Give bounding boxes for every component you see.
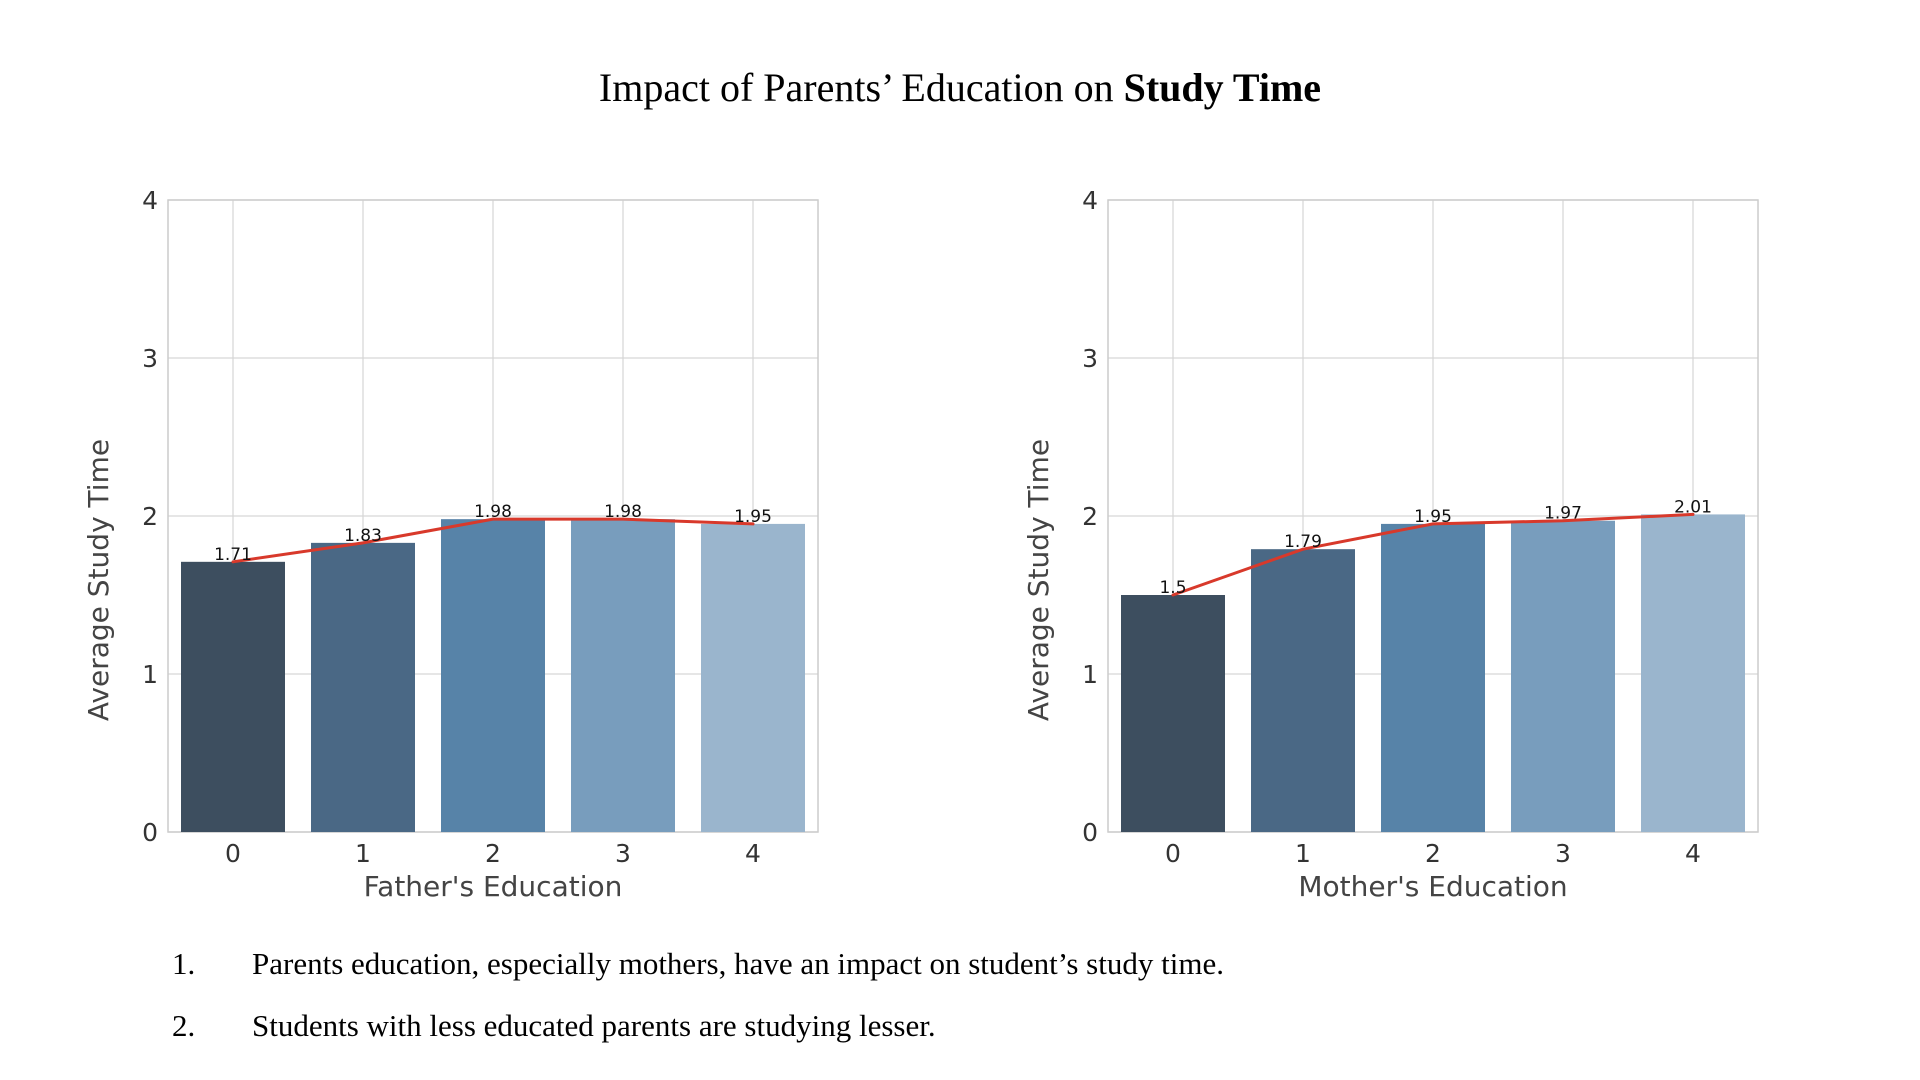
data-label: 1.95 — [734, 507, 772, 527]
x-tick-label: 0 — [1165, 839, 1181, 868]
y-tick-label: 2 — [1082, 502, 1098, 531]
data-label: 1.79 — [1284, 532, 1322, 552]
page-title: Impact of Parents’ Education on Study Ti… — [0, 58, 1920, 118]
x-axis-label: Father's Education — [364, 870, 623, 903]
y-axis-label: Average Study Time — [1022, 439, 1055, 721]
bar-1 — [311, 542, 415, 832]
bar-2 — [441, 519, 545, 832]
bar-3 — [1511, 520, 1615, 832]
y-tick-label: 0 — [1082, 818, 1098, 847]
trend-line — [231, 517, 755, 564]
x-tick-label: 1 — [355, 839, 371, 868]
bar-2 — [1381, 523, 1485, 832]
x-tick-label: 2 — [1425, 839, 1441, 868]
x-tick-label: 3 — [1555, 839, 1571, 868]
x-axis-label: Mother's Education — [1298, 870, 1567, 903]
x-tick-label: 4 — [1685, 839, 1701, 868]
data-label: 1.97 — [1544, 504, 1582, 524]
bar-0 — [1121, 595, 1225, 832]
chart-father-education: 0 1 2 3 4 1.71 1.83 1.98 1.98 1.95 0 1 2 3 4 Father's E… — [82, 186, 819, 903]
note-number: 2. — [172, 1008, 196, 1043]
chart-mother-education: 0 1 2 3 4 1.5 1.79 1.95 1.97 2.01 0 1 2 3 4 Mother's Ed… — [1022, 186, 1759, 903]
bar-1 — [1251, 549, 1355, 832]
y-tick-label: 0 — [142, 818, 158, 847]
note-text: Parents education, especially mothers, h… — [252, 946, 1224, 981]
bar-4 — [701, 523, 805, 832]
y-axis-label: Average Study Time — [82, 439, 115, 721]
note-number: 1. — [172, 946, 196, 981]
x-tick-label: 1 — [1295, 839, 1311, 868]
y-tick-label: 2 — [142, 502, 158, 531]
data-label: 1.5 — [1159, 578, 1186, 598]
y-tick-label: 4 — [1082, 186, 1098, 215]
title-bold-text: Study Time — [1123, 65, 1322, 110]
y-tick-label: 3 — [142, 344, 158, 373]
title-text: Impact of Parents’ Education on — [598, 65, 1124, 110]
data-label: 2.01 — [1674, 497, 1712, 517]
y-tick-label: 3 — [1082, 344, 1098, 373]
note-item: 2. Students with less educated parents a… — [172, 1004, 1772, 1066]
data-label: 1.83 — [344, 526, 382, 546]
data-label: 1.98 — [474, 502, 512, 522]
data-label: 1.95 — [1414, 507, 1452, 527]
x-tick-label: 0 — [225, 839, 241, 868]
data-label: 1.98 — [604, 502, 642, 522]
trend-line — [1171, 512, 1695, 597]
bar-3 — [571, 519, 675, 832]
x-tick-label: 2 — [485, 839, 501, 868]
bar-4 — [1641, 514, 1745, 832]
bar-0 — [181, 561, 285, 832]
x-tick-label: 4 — [745, 839, 761, 868]
y-tick-label: 1 — [142, 660, 158, 689]
x-tick-label: 3 — [615, 839, 631, 868]
y-tick-label: 1 — [1082, 660, 1098, 689]
y-tick-label: 4 — [142, 186, 158, 215]
notes-list: 1. Parents education, especially mothers… — [172, 942, 1772, 1066]
data-label: 1.71 — [214, 545, 252, 565]
note-item: 1. Parents education, especially mothers… — [172, 942, 1772, 1004]
note-text: Students with less educated parents are … — [252, 1008, 936, 1043]
